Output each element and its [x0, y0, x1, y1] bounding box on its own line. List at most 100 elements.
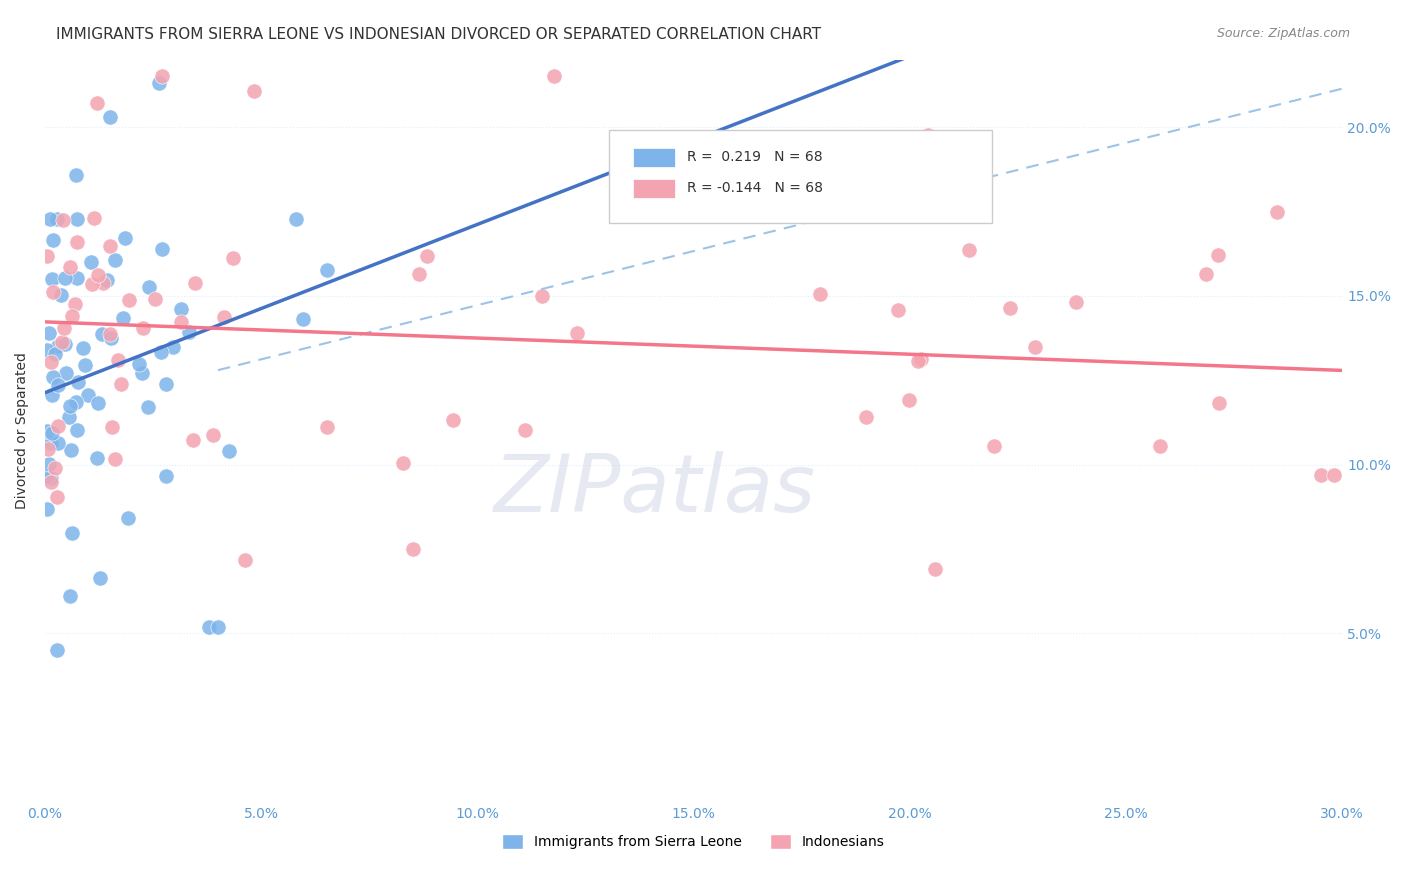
Point: [401, 542, 423, 557]
Point: [39, 475, 62, 490]
Point: [243, 84, 266, 98]
Point: [41, 425, 63, 440]
Point: [96, 273, 118, 287]
Point: [917, 128, 939, 142]
Point: [957, 244, 980, 258]
Text: IMMIGRANTS FROM SIERRA LEONE VS INDONESIAN DIVORCED OR SEPARATED CORRELATION CHA: IMMIGRANTS FROM SIERRA LEONE VS INDONESI…: [56, 27, 821, 42]
Point: [86, 96, 108, 111]
Point: [66, 375, 89, 389]
Point: [441, 413, 464, 427]
Point: [38, 326, 60, 340]
Point: [565, 326, 588, 340]
Point: [52, 213, 75, 227]
Point: [65, 395, 87, 409]
Point: [37, 469, 59, 483]
Point: [53, 271, 76, 285]
Point: [66, 423, 89, 437]
Point: [72, 341, 94, 355]
Point: [316, 420, 339, 434]
Point: [1309, 467, 1331, 482]
Point: [37, 249, 59, 263]
Point: [1206, 248, 1229, 262]
Point: [46, 435, 69, 450]
Point: [98, 239, 121, 253]
Point: [170, 315, 193, 329]
Point: [155, 376, 177, 391]
Point: [41, 272, 63, 286]
Point: [136, 401, 159, 415]
Point: [233, 552, 256, 566]
Point: [89, 570, 111, 584]
Point: [111, 311, 134, 326]
Point: [408, 267, 430, 281]
Point: [392, 456, 415, 470]
Point: [42, 285, 65, 299]
Point: [316, 263, 339, 277]
Point: [114, 231, 136, 245]
Point: [66, 235, 89, 249]
Point: [1024, 340, 1046, 354]
FancyBboxPatch shape: [609, 130, 993, 223]
Point: [83, 211, 105, 225]
Point: [38, 457, 60, 471]
Point: [58, 409, 80, 424]
Point: [107, 353, 129, 368]
Point: [55, 366, 77, 380]
Point: [42, 233, 65, 247]
Point: [60, 525, 83, 540]
Point: [150, 70, 173, 84]
Point: [98, 327, 121, 342]
Point: [44, 461, 66, 475]
Point: [887, 302, 910, 317]
Point: [285, 212, 308, 227]
Point: [37, 343, 59, 358]
Point: [49, 288, 72, 302]
Point: [98, 110, 121, 124]
Point: [212, 310, 235, 324]
Point: [48, 419, 70, 434]
Point: [44, 347, 66, 361]
Point: [41, 436, 63, 450]
Point: [1194, 267, 1216, 281]
Point: [76, 387, 98, 401]
Text: R = -0.144   N = 68: R = -0.144 N = 68: [688, 181, 823, 195]
Text: ZIPatlas: ZIPatlas: [494, 451, 815, 529]
Point: [37, 425, 59, 439]
Point: [46, 339, 69, 353]
Point: [37, 442, 59, 456]
Text: R =  0.219   N = 68: R = 0.219 N = 68: [688, 150, 823, 164]
Point: [59, 399, 82, 413]
Point: [983, 439, 1005, 453]
Point: [65, 168, 87, 182]
FancyBboxPatch shape: [633, 148, 675, 168]
Point: [86, 451, 108, 466]
Point: [177, 325, 200, 339]
Point: [131, 366, 153, 380]
FancyBboxPatch shape: [633, 179, 675, 199]
Point: [924, 561, 946, 575]
Point: [131, 321, 153, 335]
Point: [100, 331, 122, 345]
Legend: Immigrants from Sierra Leone, Indonesians: Immigrants from Sierra Leone, Indonesian…: [496, 829, 890, 855]
Point: [181, 433, 204, 447]
Point: [201, 428, 224, 442]
Point: [198, 620, 221, 634]
Point: [110, 377, 132, 392]
Point: [1267, 204, 1289, 219]
Point: [46, 377, 69, 392]
Point: [59, 589, 82, 603]
Point: [515, 423, 537, 437]
Point: [39, 471, 62, 485]
Point: [855, 409, 877, 424]
Point: [543, 70, 565, 84]
Point: [1208, 396, 1230, 410]
Point: [907, 354, 929, 368]
Point: [117, 511, 139, 525]
Point: [1323, 467, 1346, 482]
Point: [218, 443, 240, 458]
Point: [162, 340, 184, 354]
Point: [53, 320, 76, 334]
Point: [170, 301, 193, 316]
Point: [91, 277, 114, 291]
Point: [207, 620, 229, 634]
